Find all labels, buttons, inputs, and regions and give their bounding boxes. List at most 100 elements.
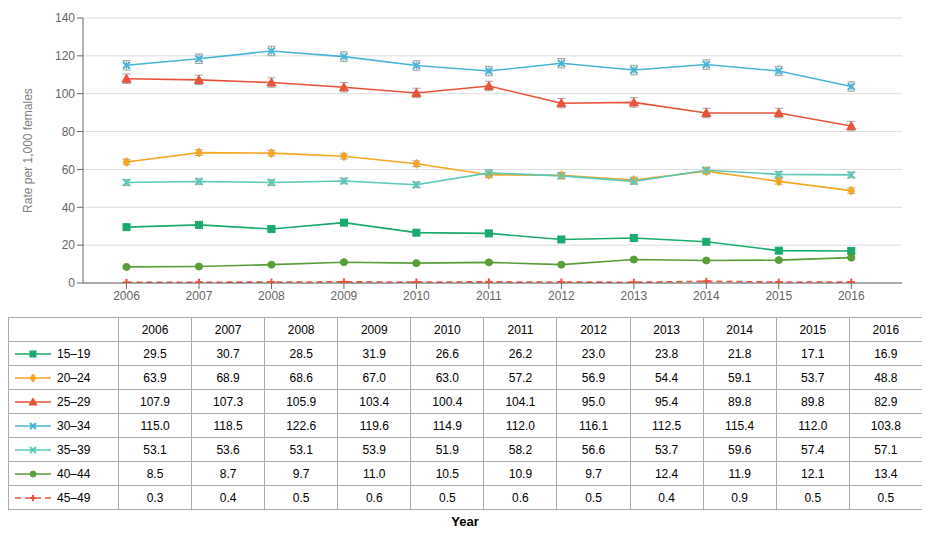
html-text:103.8: 103.8 [870,418,901,433]
html-text:112.5: 112.5 [652,418,682,433]
svg-text:2016: 2016 [838,289,865,303]
html-text:12.4: 12.4 [654,466,679,481]
html-text:23.8: 23.8 [654,346,679,361]
html-text:59.1: 59.1 [728,370,752,385]
html-text:67.0: 67.0 [362,370,386,385]
svg-text:2014: 2014 [693,289,720,303]
html-text:40–44: 40–44 [57,466,91,481]
html-text:57.2: 57.2 [508,370,533,385]
html-text:30.7: 30.7 [216,346,240,361]
html-text:25–29: 25–29 [57,394,91,409]
svg-text:2011: 2011 [476,289,502,303]
svg-text:120: 120 [55,49,75,63]
html-text:53.1: 53.1 [143,442,167,457]
html-text:26.6: 26.6 [435,346,459,361]
html-text:112.0: 112.0 [505,418,535,433]
html-text:82.9: 82.9 [874,394,898,409]
html-text:57.1: 57.1 [874,442,898,457]
html-text:17.1: 17.1 [801,346,825,361]
html-text:100.4: 100.4 [432,394,463,409]
html-text:2010: 2010 [434,322,461,337]
html-text:16.9: 16.9 [874,346,898,361]
html-text:8.5: 8.5 [146,466,164,481]
html-text:2011: 2011 [507,322,534,337]
html-text:107.3: 107.3 [213,394,244,409]
html-text:53.6: 53.6 [216,442,240,457]
html-text:48.8: 48.8 [874,370,898,385]
html-text:11.0: 11.0 [363,466,386,481]
html-text:23.0: 23.0 [581,346,606,361]
svg-text:2007: 2007 [186,289,213,303]
html-text:31.9: 31.9 [362,346,386,361]
html-text:112.0: 112.0 [798,418,828,433]
html-text:2008: 2008 [287,322,315,337]
html-text:105.9: 105.9 [286,394,317,409]
html-text:57.4: 57.4 [801,442,825,457]
html-text:15–19: 15–19 [57,346,91,361]
html-text:21.8: 21.8 [728,346,752,361]
svg-text:2009: 2009 [331,289,358,303]
html-text:122.6: 122.6 [286,418,317,433]
html-text:68.6: 68.6 [289,370,313,385]
html-text:2013: 2013 [653,322,680,337]
html-text:56.9: 56.9 [581,370,606,385]
html-text:89.8: 89.8 [801,394,825,409]
html-text:9.7: 9.7 [292,466,310,481]
html-text:2006: 2006 [141,322,169,337]
svg-text:20: 20 [62,238,76,252]
svg-text:40: 40 [62,201,76,215]
html-text:2009: 2009 [360,322,388,337]
html-text:119.6: 119.6 [359,418,389,433]
html-text:20–24: 20–24 [57,370,91,385]
html-text:2016: 2016 [872,322,900,337]
html-text:53.1: 53.1 [289,442,313,457]
svg-text:2006: 2006 [113,289,140,303]
svg-text:2010: 2010 [403,289,430,303]
html-text:59.6: 59.6 [728,442,752,457]
html-text:115.0: 115.0 [140,418,170,433]
html-text:115.4: 115.4 [725,418,755,433]
html-text:8.7: 8.7 [219,466,237,481]
html-text:53.9: 53.9 [362,442,386,457]
svg-text:60: 60 [62,163,76,177]
html-text:10.9: 10.9 [508,466,533,481]
html-text:9.7: 9.7 [585,466,602,481]
html-text:118.5: 118.5 [213,418,243,433]
html-text:26.2: 26.2 [508,346,533,361]
html-text:53.7: 53.7 [654,442,679,457]
html-text:116.1: 116.1 [578,418,609,433]
html-text:103.4: 103.4 [359,394,390,409]
html-text:2007: 2007 [214,322,242,337]
html-text:107.9: 107.9 [140,394,170,409]
svg-text:2015: 2015 [765,289,792,303]
html-text:63.9: 63.9 [143,370,167,385]
svg-text:Rate per 1,000 females: Rate per 1,000 females [21,88,35,213]
html-text:29.5: 29.5 [143,346,167,361]
html-text:114.9: 114.9 [432,418,462,433]
html-text:56.6: 56.6 [581,442,606,457]
html-text:10.5: 10.5 [435,466,459,481]
html-text:63.0: 63.0 [435,370,459,385]
html-text:68.9: 68.9 [216,370,240,385]
html-text:58.2: 58.2 [508,442,533,457]
html-text:2015: 2015 [799,322,827,337]
svg-text:140: 140 [55,11,75,25]
html-text:35–39: 35–39 [57,442,91,457]
html-text:54.4: 54.4 [654,370,679,385]
svg-text:80: 80 [62,125,76,139]
html-text:28.5: 28.5 [289,346,313,361]
svg-text:2012: 2012 [548,289,575,303]
html-text:2014: 2014 [726,322,753,337]
svg-text:0: 0 [68,276,75,290]
svg-text:2013: 2013 [620,289,647,303]
html-text:95.4: 95.4 [654,394,679,409]
html-text:51.9: 51.9 [435,442,459,457]
svg-text:100: 100 [55,87,75,101]
html-text:2012: 2012 [580,322,607,337]
html-text:95.0: 95.0 [581,394,606,409]
html-text:30–34: 30–34 [57,418,91,433]
html-text:104.1: 104.1 [505,394,536,409]
html-text:53.7: 53.7 [801,370,825,385]
html-text:89.8: 89.8 [728,394,752,409]
svg-text:2008: 2008 [258,289,285,303]
